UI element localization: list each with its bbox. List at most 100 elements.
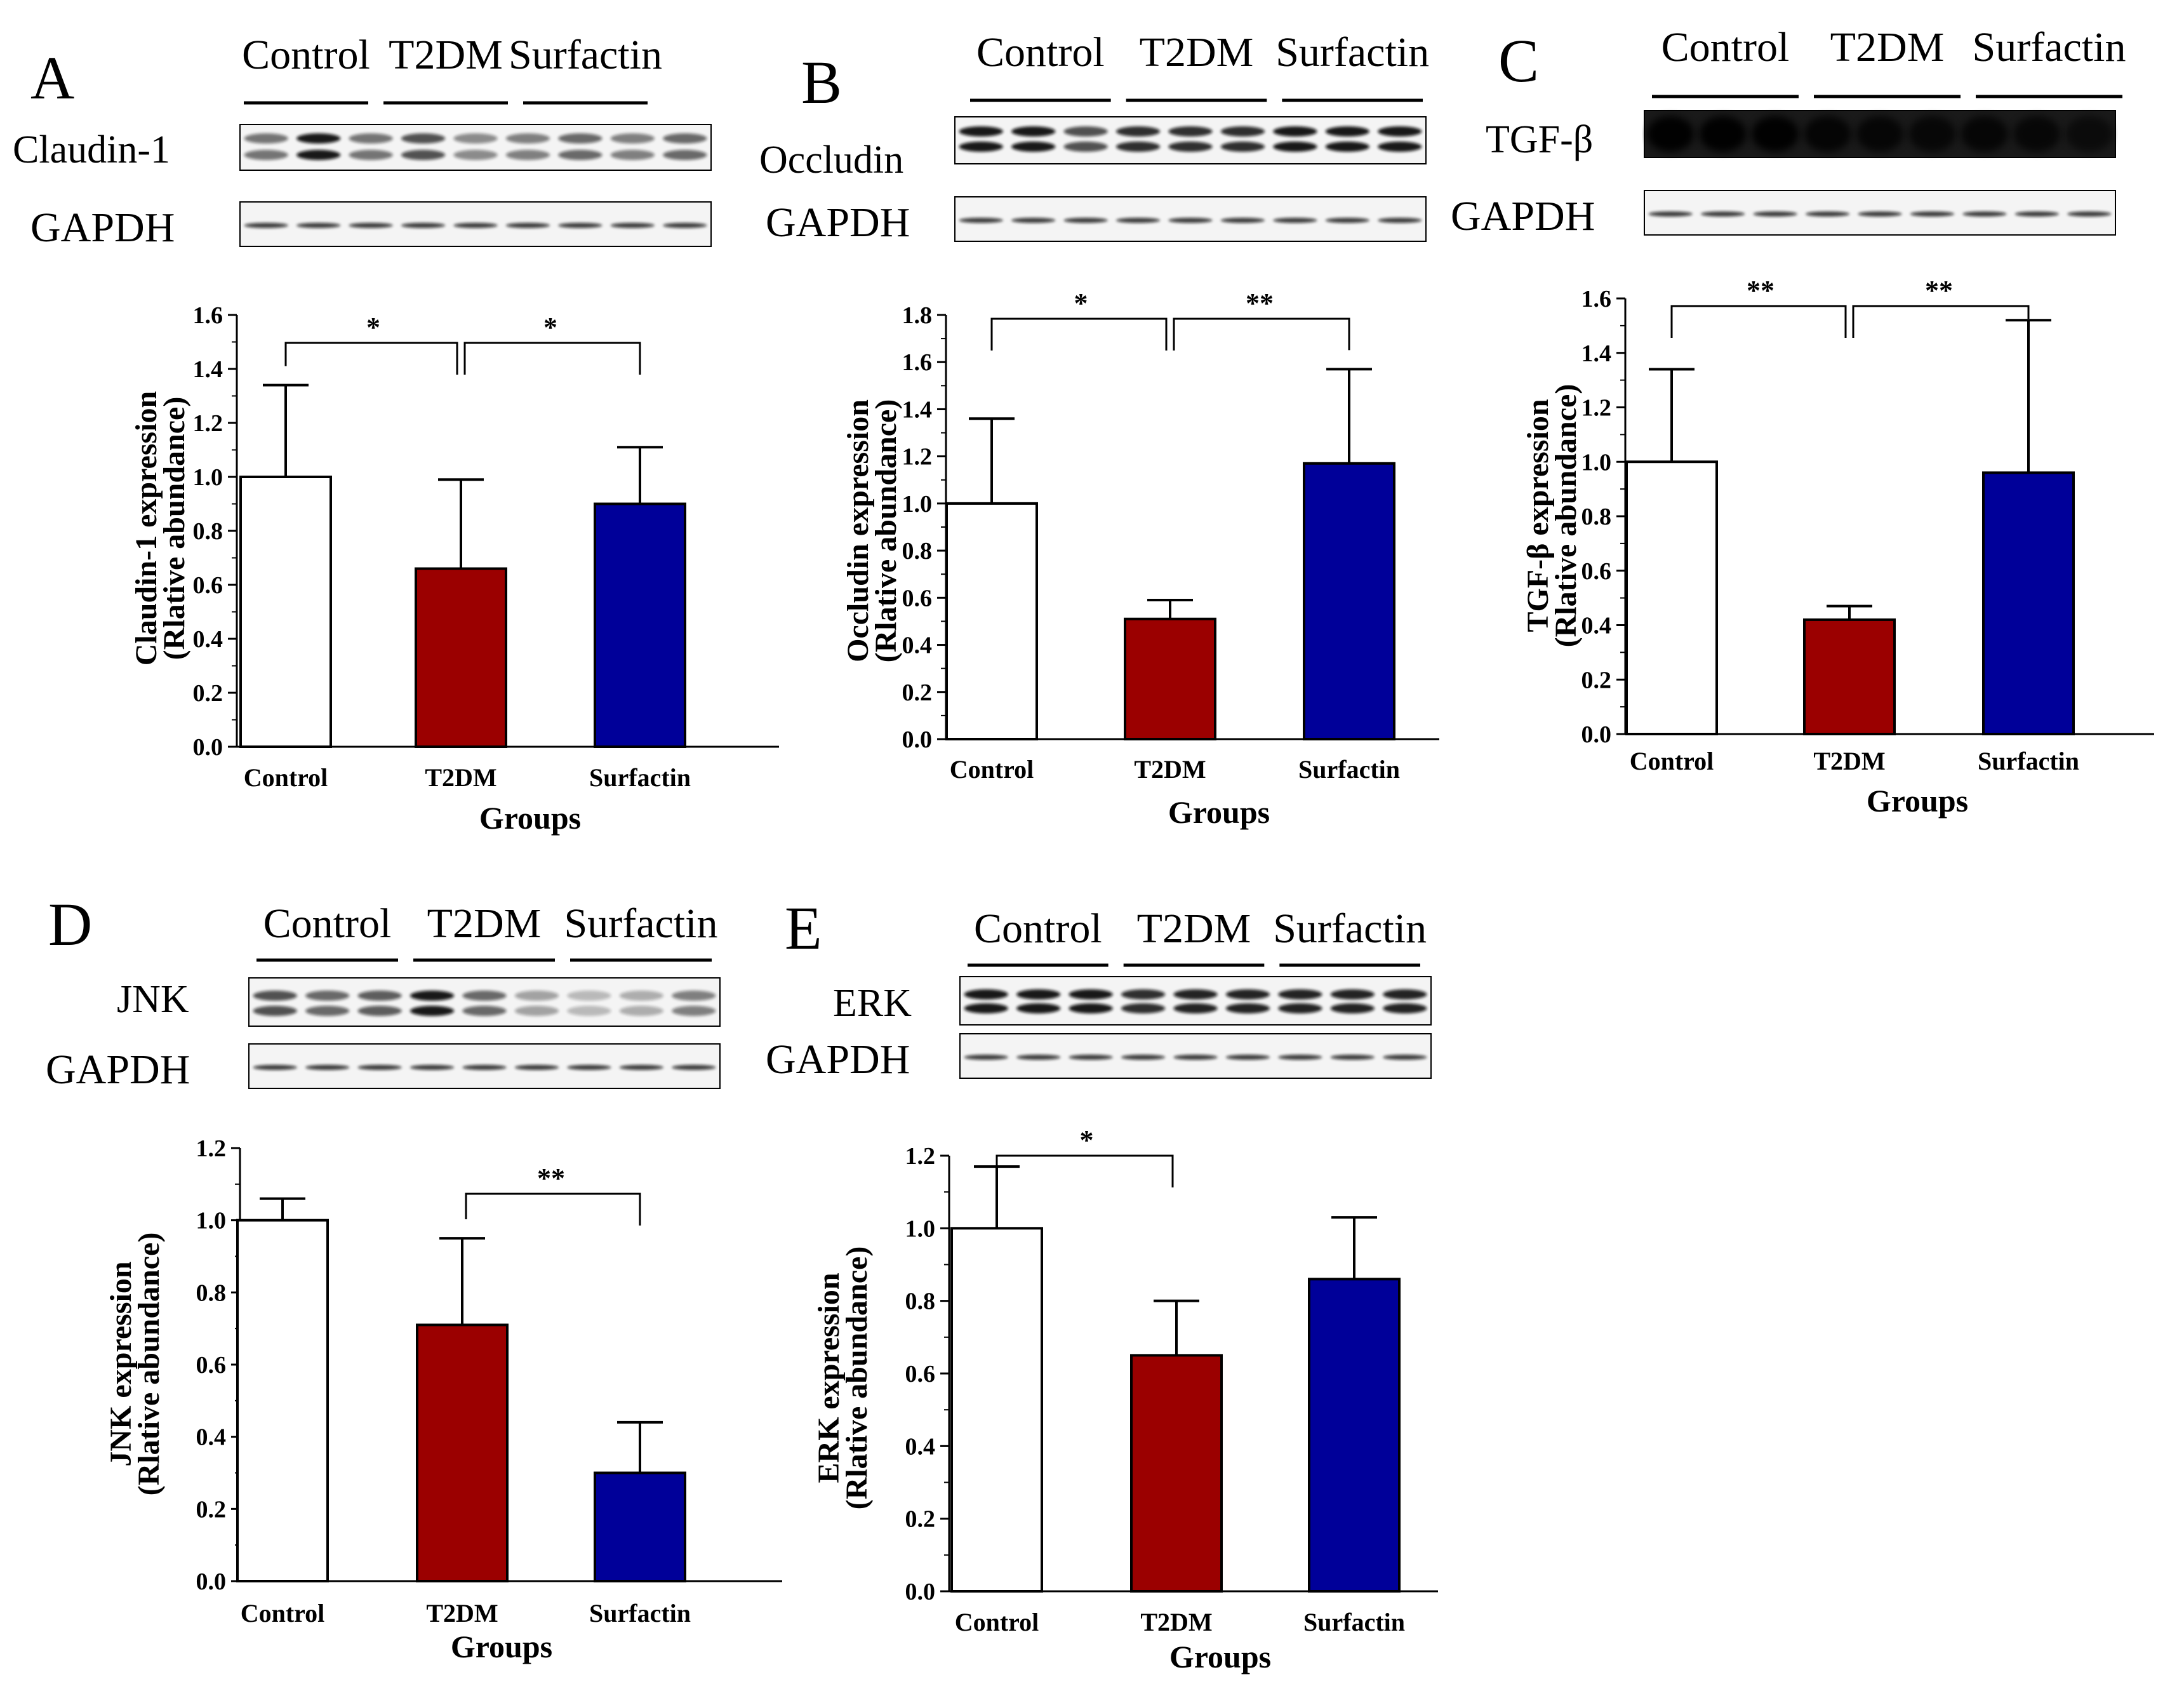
blot-band (1220, 142, 1265, 152)
blot-band (558, 223, 603, 228)
blot-group-label: T2DM (389, 32, 503, 78)
blot-band (1325, 126, 1369, 137)
y-tick-label: 0.8 (196, 1280, 227, 1306)
blot-band (964, 1055, 1008, 1060)
blot-band (1115, 218, 1161, 223)
blot-gapdh-label: GAPDH (46, 1046, 190, 1093)
significance-bracket (1173, 317, 1350, 351)
blot-group-label: Surfactin (1273, 905, 1427, 952)
blot-band (305, 1006, 350, 1016)
significance-marker: * (543, 312, 557, 343)
x-tick-label: Control (244, 763, 328, 792)
blot-band (505, 223, 550, 228)
blot-group-label: T2DM (1140, 29, 1254, 76)
blot-band (610, 223, 655, 228)
blot-band (453, 223, 498, 228)
panel-letter: B (801, 48, 842, 116)
blot-band (1115, 126, 1161, 137)
blot-band (1011, 218, 1056, 223)
blot-band (410, 1006, 455, 1016)
x-tick-label: T2DM (425, 763, 496, 792)
y-tick-label: 0.2 (1581, 667, 1612, 693)
blot-band (1168, 142, 1213, 152)
blot-band (959, 218, 1003, 223)
blot-gapdh-label: GAPDH (766, 1036, 910, 1083)
blot-protein-label: Occludin (759, 138, 903, 182)
blot-band (1016, 1003, 1061, 1013)
y-tick-label: 1.2 (193, 410, 223, 437)
blot-band (1220, 218, 1265, 223)
blot-band (462, 1065, 507, 1070)
y-axis-subtitle: (Rlative abundance) (157, 397, 191, 660)
blot-band (663, 133, 707, 144)
significance-marker: ** (1925, 275, 1953, 306)
y-axis-title: Claudin-1 expression (130, 391, 163, 666)
y-tick-label: 0.4 (193, 626, 223, 653)
y-tick-label: 1.4 (193, 356, 223, 383)
bar-control (239, 476, 332, 748)
blot-band (1063, 126, 1108, 137)
blot-band (1115, 142, 1161, 152)
blot-band (1016, 989, 1061, 999)
bar-surfactin (1308, 1278, 1401, 1593)
blot-band (349, 133, 393, 144)
y-tick-label: 1.4 (1581, 340, 1612, 367)
y-tick-label: 0.0 (196, 1568, 227, 1595)
blot-band (1753, 211, 1797, 217)
blot-band (244, 150, 288, 160)
significance-marker: * (1080, 1125, 1094, 1156)
blot-group-label: Control (1661, 24, 1790, 70)
y-tick-label: 1.2 (905, 1143, 936, 1170)
blot-band (1752, 116, 1799, 152)
y-tick-label: 0.6 (193, 572, 223, 599)
blot-band (1063, 218, 1108, 223)
blot-band (1805, 211, 1850, 217)
blot-band (410, 1065, 455, 1070)
blot-band (1273, 142, 1317, 152)
y-tick-label: 0.6 (902, 585, 933, 611)
y-axis-title: Occludin expression (841, 399, 875, 662)
blot-band (1278, 1003, 1322, 1013)
blot-band (1804, 116, 1851, 152)
y-tick-label: 1.6 (1581, 286, 1612, 312)
significance-bracket (284, 342, 458, 375)
x-tick-label: Surfactin (1303, 1608, 1405, 1636)
blot-band (1699, 116, 1747, 152)
blot-band (663, 223, 707, 228)
y-tick-label: 1.0 (905, 1215, 936, 1242)
blot-band (2013, 116, 2061, 152)
x-tick-label: Control (950, 755, 1034, 784)
y-tick-label: 0.8 (902, 538, 933, 565)
blot-gapdh-label: GAPDH (1451, 193, 1595, 239)
blot-gapdh-label: GAPDH (766, 199, 910, 246)
bar-t2dm (415, 567, 507, 748)
significance-marker: ** (1747, 275, 1774, 306)
x-tick-label: Surfactin (589, 763, 691, 792)
blot-band (663, 150, 707, 160)
blot-band (253, 1065, 297, 1070)
blot-protein-label: JNK (117, 978, 189, 1021)
blot-band (305, 991, 350, 1001)
blot-band (1383, 1003, 1427, 1013)
bar-surfactin (1982, 471, 2075, 736)
bar-control (950, 1227, 1043, 1593)
blot-band (1908, 116, 1956, 152)
blot-band (1173, 1003, 1218, 1013)
y-tick-label: 1.6 (193, 302, 223, 329)
y-tick-label: 1.0 (902, 491, 933, 518)
blot-band (296, 133, 341, 144)
blot-band (1173, 1055, 1218, 1060)
blot-group-label: T2DM (427, 900, 542, 947)
blot-band (558, 133, 603, 144)
y-tick-label: 1.0 (193, 464, 223, 491)
blot-band (1225, 1003, 1270, 1013)
blot-band (567, 1065, 611, 1070)
blot-protein-label: TGF-β (1486, 118, 1593, 161)
blot-band (1858, 211, 1902, 217)
panel-letter: E (785, 894, 822, 962)
blot-group-label: T2DM (1137, 905, 1251, 952)
blot-band (567, 1006, 611, 1016)
blot-band (1378, 218, 1422, 223)
blot-band (1273, 126, 1317, 137)
y-tick-label: 0.0 (1581, 721, 1612, 748)
